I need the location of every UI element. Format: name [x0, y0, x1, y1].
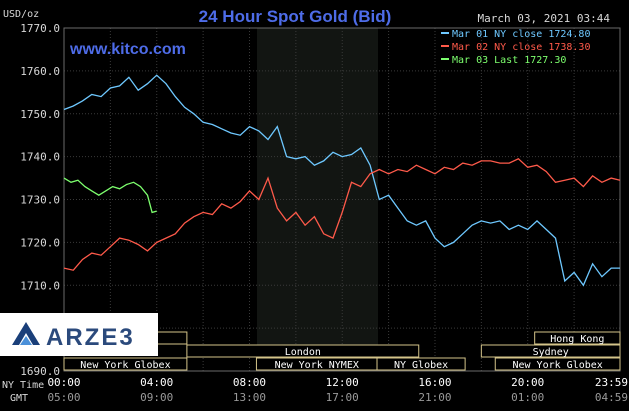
logo-mark-icon: [12, 322, 40, 345]
x-tick-label-gmt: 01:00: [511, 391, 544, 404]
session-label: NY Globex: [394, 360, 448, 371]
x-tick-label: 00:00: [47, 376, 80, 389]
series-line-0: [63, 74, 620, 287]
legend-entry: Mar 01 NY close 1724.80: [452, 29, 590, 40]
y-unit-label: USD/oz: [3, 9, 39, 20]
arze3-logo: ARZE3: [0, 313, 158, 356]
session-bar: [494, 357, 621, 371]
session-bars: New York Globex New York NYMEX NY Globex Ne…: [63, 331, 621, 371]
x-row-label-ny: NY Time: [2, 380, 44, 391]
legend: Mar 01 NY close 1724.80 Mar 02 NY close 1…: [441, 29, 590, 66]
series-line-2: [63, 177, 157, 214]
date-stamp: March 03, 2021 03:44: [478, 12, 611, 25]
x-axis: NY Time GMT 00:00 05:00 04:00 09:00 08:00 13:00…: [2, 376, 628, 404]
session-label: London: [285, 347, 321, 358]
session-bar: [63, 357, 188, 371]
x-tick-label-gmt: 21:00: [418, 391, 451, 404]
chart-title: 24 Hour Spot Gold (Bid): [199, 7, 392, 26]
x-tick-label-gmt: 04:59: [595, 391, 628, 404]
x-tick-label: 23:59: [595, 376, 628, 389]
legend-entry: Mar 02 NY close 1738.30: [452, 42, 590, 53]
x-tick-label: 12:00: [326, 376, 359, 389]
session-bar: [480, 344, 621, 358]
x-tick-label-gmt: 13:00: [233, 391, 266, 404]
session-bar: [534, 331, 621, 345]
x-tick-label-gmt: 09:00: [140, 391, 173, 404]
plot-frame: [63, 27, 621, 372]
y-tick-label: 1750.0: [20, 108, 60, 121]
session-label: New York Globex: [80, 360, 170, 371]
y-tick-label: 1710.0: [20, 279, 60, 292]
y-tick-label: 1730.0: [20, 194, 60, 207]
session-label: Sydney: [533, 347, 569, 358]
x-tick-label-gmt: 17:00: [326, 391, 359, 404]
session-bar: [376, 357, 466, 371]
series-lines: [63, 74, 621, 287]
y-tick-label: 1760.0: [20, 65, 60, 78]
session-label: New York NYMEX: [275, 360, 359, 371]
series-line-1: [63, 158, 621, 271]
x-tick-label: 16:00: [418, 376, 451, 389]
logo-text: ARZE3: [46, 324, 135, 351]
session-label: Hong Kong: [550, 334, 604, 345]
y-tick-label: 1690.0: [20, 365, 60, 378]
x-tick-label: 20:00: [511, 376, 544, 389]
session-label: New York Globex: [512, 360, 602, 371]
x-tick-label: 04:00: [140, 376, 173, 389]
watermark-url: www.kitco.com: [69, 41, 186, 58]
legend-entry: Mar 03 Last 1727.30: [452, 55, 566, 66]
x-tick-label-gmt: 05:00: [47, 391, 80, 404]
x-tick-label: 08:00: [233, 376, 266, 389]
y-tick-label: 1720.0: [20, 236, 60, 249]
y-tick-label: 1770.0: [20, 22, 60, 35]
grid: [64, 27, 620, 372]
session-bar: [186, 344, 420, 358]
y-tick-label: 1740.0: [20, 151, 60, 164]
x-row-label-gmt: GMT: [10, 393, 28, 404]
